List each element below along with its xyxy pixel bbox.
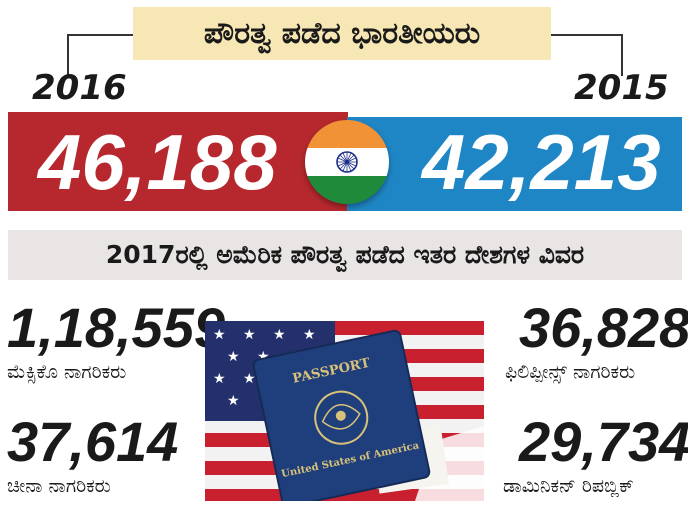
bracket-left [67, 34, 135, 76]
dominican-value: 29,734 [519, 410, 688, 473]
red-band [8, 112, 348, 211]
subheader-text: 2017ರಲ್ಲಿ ಅಮೆರಿಕ ಪೌರತ್ವ ಪಡೆದ ಇತರ ದೇಶಗಳ ವ… [105, 240, 585, 269]
mexico-value: 1,18,559 [7, 296, 225, 359]
svg-text:★: ★ [227, 349, 240, 365]
philippines-label: ಫಿಲಿಪ್ಪೀನ್ಸ್ ನಾಗರಿಕರು [505, 361, 636, 383]
svg-text:★: ★ [303, 327, 316, 343]
page-title: ಪೌರತ್ವ ಪಡೆದ ಭಾರತೀಯರು [133, 7, 551, 60]
value-2016: 46,188 [38, 118, 277, 206]
svg-text:★: ★ [243, 371, 256, 387]
bracket-right [551, 34, 623, 76]
mexico-label: ಮೆಕ್ಸಿಕೊ ನಾಗರಿಕರು [7, 361, 127, 383]
subheader: 2017ರಲ್ಲಿ ಅಮೆರಿಕ ಪೌರತ್ವ ಪಡೆದ ಇತರ ದೇಶಗಳ ವ… [8, 230, 682, 280]
india-flag-icon [305, 120, 389, 204]
blue-band [347, 117, 682, 211]
year-2016: 2016 [32, 68, 127, 108]
value-2015: 42,213 [422, 118, 661, 206]
dominican-label: ಡಾಮಿನಿಕನ್ ರಿಪಬ್ಲಿಕ್ [503, 475, 634, 497]
philippines-value: 36,828 [519, 296, 688, 359]
us-passport-on-flag-image: ★★★★ ★★★ ★★★ ★★ PASSPORT United States o… [205, 321, 484, 508]
svg-text:★: ★ [273, 327, 286, 343]
svg-text:★: ★ [213, 371, 226, 387]
china-value: 37,614 [7, 410, 179, 473]
china-label: ಚೀನಾ ನಾಗರಿಕರು [7, 475, 111, 497]
svg-text:★: ★ [227, 393, 240, 409]
year-2015: 2015 [574, 68, 669, 108]
svg-text:★: ★ [243, 327, 256, 343]
svg-text:★: ★ [213, 327, 226, 343]
page-title-text: ಪೌರತ್ವ ಪಡೆದ ಭಾರತೀಯರು [203, 16, 481, 51]
